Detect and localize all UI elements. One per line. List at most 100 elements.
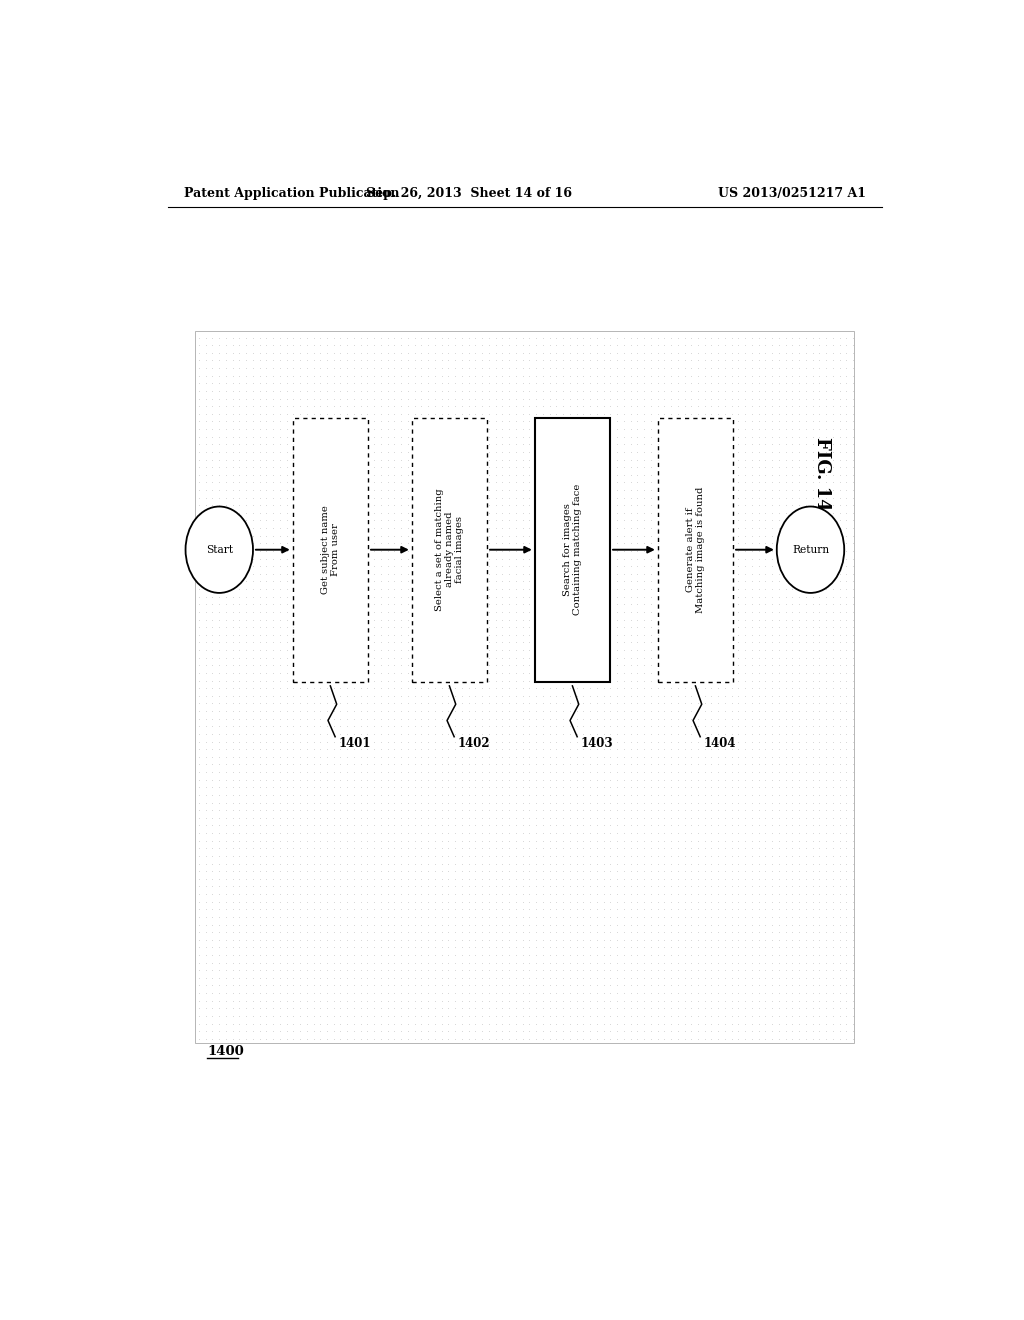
Point bbox=[386, 334, 402, 355]
Point bbox=[703, 556, 720, 577]
Point bbox=[292, 982, 308, 1003]
Point bbox=[743, 754, 760, 775]
Point bbox=[245, 396, 261, 417]
Point bbox=[333, 403, 349, 424]
Point bbox=[798, 937, 814, 958]
Point bbox=[271, 411, 288, 432]
Point bbox=[190, 715, 207, 737]
Point bbox=[839, 845, 855, 866]
Point bbox=[279, 754, 295, 775]
Point bbox=[561, 624, 578, 645]
Point bbox=[595, 853, 611, 874]
Point bbox=[521, 578, 538, 599]
Point bbox=[366, 693, 382, 714]
Point bbox=[589, 693, 605, 714]
Point bbox=[204, 572, 220, 593]
Point bbox=[427, 479, 443, 500]
Point bbox=[670, 770, 686, 791]
Point bbox=[271, 883, 288, 904]
Point bbox=[629, 616, 645, 638]
Point bbox=[542, 693, 558, 714]
Point bbox=[467, 1006, 483, 1027]
Point bbox=[690, 449, 707, 470]
Point bbox=[446, 701, 463, 722]
Point bbox=[649, 944, 666, 965]
Point bbox=[238, 975, 254, 997]
Point bbox=[831, 913, 848, 935]
Point bbox=[454, 952, 470, 973]
Point bbox=[623, 853, 639, 874]
Point bbox=[758, 372, 774, 393]
Point bbox=[771, 883, 787, 904]
Point bbox=[487, 1020, 504, 1041]
Point bbox=[407, 937, 423, 958]
Point bbox=[839, 952, 855, 973]
Point bbox=[696, 517, 713, 539]
Point bbox=[561, 487, 578, 508]
Point bbox=[582, 814, 598, 836]
Point bbox=[265, 380, 282, 401]
Point bbox=[696, 998, 713, 1019]
Point bbox=[198, 602, 214, 623]
Point bbox=[615, 403, 632, 424]
Point bbox=[514, 503, 530, 524]
Point bbox=[285, 1020, 301, 1041]
Point bbox=[393, 525, 410, 546]
Point bbox=[629, 517, 645, 539]
Point bbox=[399, 426, 416, 447]
Point bbox=[649, 441, 666, 462]
Point bbox=[521, 808, 538, 829]
Point bbox=[204, 731, 220, 752]
Point bbox=[393, 639, 410, 660]
Point bbox=[346, 556, 362, 577]
Point bbox=[561, 548, 578, 569]
Point bbox=[501, 960, 517, 981]
Point bbox=[663, 853, 679, 874]
Point bbox=[190, 525, 207, 546]
Point bbox=[373, 876, 389, 898]
Point bbox=[305, 495, 322, 516]
Point bbox=[318, 876, 335, 898]
Point bbox=[480, 548, 497, 569]
Point bbox=[575, 1006, 592, 1027]
Point bbox=[420, 609, 436, 630]
Point bbox=[359, 762, 376, 783]
Point bbox=[656, 998, 673, 1019]
Point bbox=[839, 663, 855, 684]
Point bbox=[582, 624, 598, 645]
Point bbox=[461, 578, 477, 599]
Point bbox=[373, 838, 389, 859]
Point bbox=[751, 434, 767, 455]
Point bbox=[602, 655, 618, 676]
Point bbox=[811, 471, 827, 492]
Point bbox=[528, 517, 545, 539]
Point bbox=[703, 594, 720, 615]
Point bbox=[508, 982, 524, 1003]
Point bbox=[446, 663, 463, 684]
Point bbox=[352, 457, 369, 478]
Point bbox=[514, 937, 530, 958]
Point bbox=[427, 845, 443, 866]
Point bbox=[292, 762, 308, 783]
Point bbox=[393, 739, 410, 760]
Point bbox=[190, 647, 207, 668]
Point bbox=[703, 814, 720, 836]
Point bbox=[508, 434, 524, 455]
Point bbox=[602, 411, 618, 432]
Point bbox=[555, 968, 571, 989]
Point bbox=[555, 814, 571, 836]
Point bbox=[399, 876, 416, 898]
Point bbox=[386, 968, 402, 989]
Point bbox=[831, 358, 848, 379]
Point bbox=[548, 891, 564, 912]
Point bbox=[764, 845, 780, 866]
Point bbox=[495, 814, 511, 836]
Point bbox=[589, 434, 605, 455]
Point bbox=[683, 861, 699, 882]
Point bbox=[629, 441, 645, 462]
Point bbox=[595, 677, 611, 698]
Point bbox=[824, 746, 841, 767]
Point bbox=[589, 1006, 605, 1027]
Point bbox=[528, 380, 545, 401]
Point bbox=[824, 822, 841, 843]
